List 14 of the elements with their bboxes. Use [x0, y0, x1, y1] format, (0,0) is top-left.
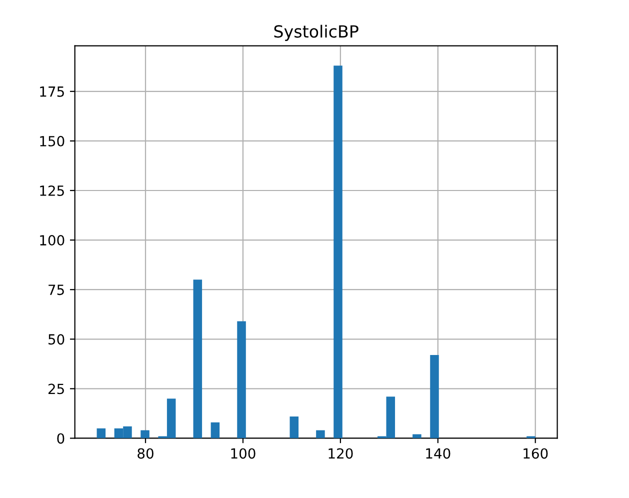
x-tick-label: 160: [524, 448, 548, 459]
x-tick-label: 80: [138, 448, 154, 459]
y-tick-label: 75: [48, 284, 64, 296]
y-tick-label: 175: [40, 86, 64, 97]
y-tick-label: 50: [48, 334, 64, 345]
x-tick-label: 140: [426, 448, 450, 459]
y-tick-label: 0: [57, 433, 64, 444]
x-tick-label: 120: [328, 448, 353, 459]
y-tick-label: 125: [40, 185, 64, 196]
x-tick-label: 100: [231, 448, 256, 459]
y-tick-label: 100: [40, 235, 64, 246]
y-tick-label: 150: [40, 136, 64, 146]
chart-title: SystolicBP: [274, 24, 358, 41]
y-tick-label: 25: [48, 384, 64, 394]
